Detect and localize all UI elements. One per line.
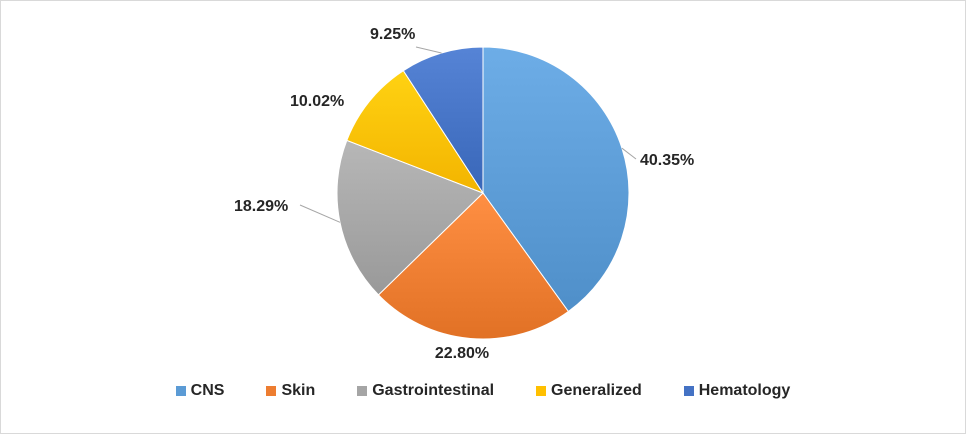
data-label-skin: 22.80% [435,345,489,362]
leader-line-hematology [415,46,442,54]
leader-line-cns [621,147,637,160]
leader-line-gastrointestinal [299,204,341,223]
leader-lines [299,46,637,223]
legend-item-hematology: Hematology [683,382,791,400]
legend-item-skin: Skin [266,382,315,400]
legend-item-gastrointestinal: Gastrointestinal [357,382,494,400]
pie-chart: 40.35% 22.80% 18.29% 10.02% 9.25% [234,26,694,362]
legend-item-cns: CNS [175,382,225,400]
legend-swatch-gastrointestinal [357,386,368,396]
legend-swatch-cns [175,386,186,396]
data-label-cns: 40.35% [640,152,694,169]
legend-label-skin: Skin [281,382,316,399]
pie-slice-hematology [402,46,484,195]
legend-swatch-hematology [683,386,694,396]
pie-slice-skin [377,192,570,340]
data-labels: 40.35% 22.80% 18.29% 10.02% 9.25% [234,26,694,362]
data-label-hematology: 9.25% [370,26,415,43]
legend-label-hematology: Hematology [698,382,791,399]
legend-swatch-skin [266,386,277,396]
legend-label-generalized: Generalized [551,382,642,399]
data-label-generalized: 10.02% [290,93,344,110]
legend-label-cns: CNS [190,382,225,399]
pie-slice-generalized [346,69,485,195]
pie-slice-cns [482,46,630,313]
legend-item-generalized: Generalized [536,382,642,400]
legend: CNS Skin Gastrointestinal Generalized He… [0,380,966,402]
pie-slices [336,46,630,340]
legend-label-gastrointestinal: Gastrointestinal [372,382,495,399]
data-label-gastrointestinal: 18.29% [234,198,288,215]
legend-swatch-generalized [536,386,547,396]
